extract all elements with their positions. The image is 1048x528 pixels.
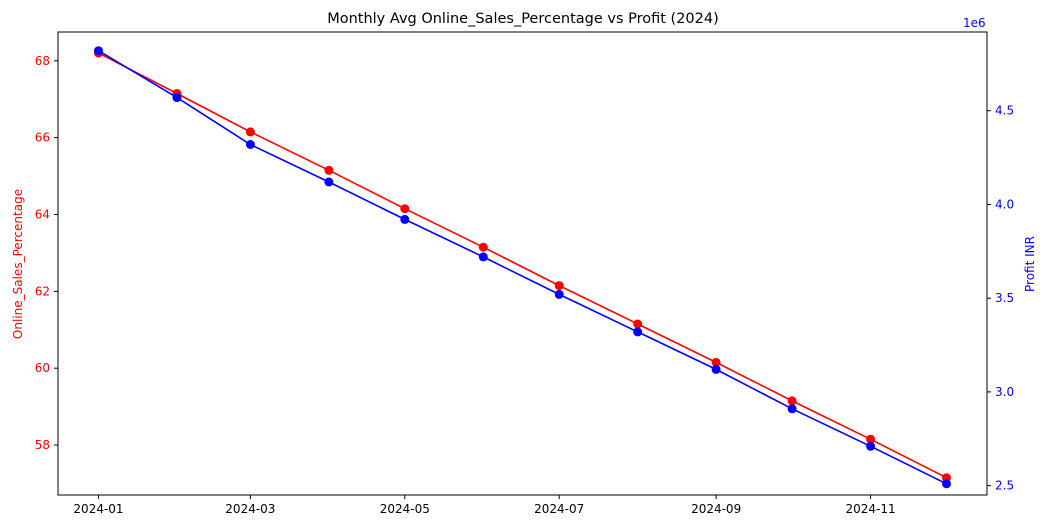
plot-frame bbox=[57, 31, 988, 496]
x-tick-label-5: 2024-11 bbox=[845, 502, 895, 516]
y-left-tick-label-5: 68 bbox=[35, 54, 50, 68]
data-point-online-sales-9 bbox=[787, 396, 797, 406]
x-tick-label-0: 2024-01 bbox=[73, 502, 123, 516]
y-left-tick-label-0: 58 bbox=[35, 438, 50, 452]
x-tick-label-3: 2024-07 bbox=[534, 502, 584, 516]
data-point-online-sales-7 bbox=[633, 319, 643, 329]
y-right-tick-label-3: 4.0 bbox=[995, 197, 1014, 211]
data-point-online-sales-4 bbox=[400, 204, 410, 214]
y-left-tick-label-1: 60 bbox=[35, 361, 50, 375]
data-point-online-sales-3 bbox=[324, 165, 334, 175]
y-right-offset-text: 1e6 bbox=[963, 16, 986, 30]
y-right-tick-label-2: 3.5 bbox=[995, 291, 1014, 305]
data-point-online-sales-8 bbox=[711, 357, 721, 367]
y-left-axis-label: Online_Sales_Percentage bbox=[11, 189, 25, 339]
data-point-profit-9 bbox=[787, 404, 797, 414]
x-tick-label-1: 2024-03 bbox=[225, 502, 275, 516]
data-point-profit-4 bbox=[400, 214, 410, 224]
data-point-profit-5 bbox=[478, 252, 488, 262]
data-point-profit-6 bbox=[554, 289, 564, 299]
y-left-tick-label-3: 64 bbox=[35, 208, 50, 222]
data-point-profit-0 bbox=[94, 46, 103, 56]
data-point-profit-3 bbox=[324, 177, 334, 187]
data-point-online-sales-5 bbox=[478, 242, 488, 252]
data-point-profit-8 bbox=[711, 364, 721, 374]
data-point-profit-2 bbox=[245, 140, 255, 149]
data-point-profit-1 bbox=[172, 93, 182, 103]
series-line-profit bbox=[98, 50, 947, 485]
data-point-profit-7 bbox=[633, 327, 643, 337]
data-point-profit-10 bbox=[866, 441, 876, 451]
chart-title: Monthly Avg Online_Sales_Percentage vs P… bbox=[327, 11, 719, 27]
y-right-tick-label-1: 3.0 bbox=[995, 385, 1014, 399]
x-tick-label-4: 2024-09 bbox=[691, 502, 741, 516]
y-left-tick-label-2: 62 bbox=[35, 284, 50, 298]
data-point-online-sales-6 bbox=[554, 281, 564, 291]
data-point-profit-11 bbox=[942, 479, 951, 489]
y-right-tick-label-0: 2.5 bbox=[995, 479, 1014, 493]
y-right-tick-label-4: 4.5 bbox=[995, 104, 1014, 118]
data-point-online-sales-2 bbox=[245, 127, 255, 137]
y-right-axis-label: Profit INR bbox=[1023, 236, 1037, 292]
x-tick-label-2: 2024-05 bbox=[380, 502, 430, 516]
data-point-online-sales-10 bbox=[866, 434, 876, 444]
series-line-online-sales bbox=[98, 52, 947, 479]
y-left-tick-label-4: 66 bbox=[35, 131, 50, 145]
